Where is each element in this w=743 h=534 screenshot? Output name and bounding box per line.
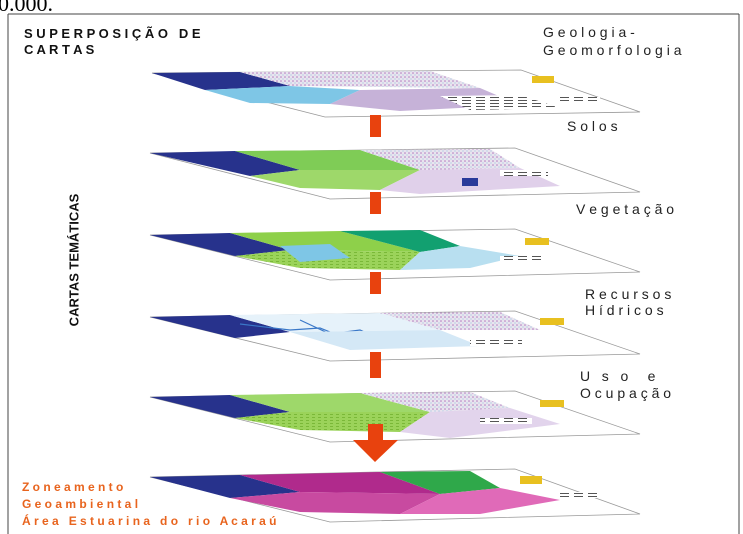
layer-label-vegetacao: V e g e t a ç ã o bbox=[576, 201, 675, 217]
connector-arrows bbox=[353, 115, 398, 462]
arrow-bar-4 bbox=[370, 352, 381, 378]
layer-label-solos: S o l o s bbox=[567, 118, 618, 134]
diagram-title-line1: S U P E R P O S I Ç Ã O D E bbox=[24, 26, 201, 41]
map-layer-uso-ocupacao bbox=[149, 390, 641, 443]
result-label-line2: G e o a m b i e n t a l bbox=[22, 497, 139, 511]
arrow-shaft bbox=[368, 424, 383, 440]
map-layer-zoneamento bbox=[149, 468, 641, 523]
layer-label-recursos-line1: R e c u r s o s bbox=[585, 286, 672, 302]
map-layer-vegetacao bbox=[149, 228, 641, 281]
result-label-line1: Z o n e a m e n t o bbox=[22, 480, 124, 494]
arrow-bar-1 bbox=[370, 115, 381, 137]
layer-label-geologia-line2: G e o m o r f o l o g i a bbox=[543, 42, 682, 58]
caption-fragment: 0.000. bbox=[0, 0, 53, 16]
layer-label-recursos-line2: H í d r i c o s bbox=[585, 302, 664, 318]
arrow-head bbox=[353, 440, 398, 462]
map-layer-geologia bbox=[151, 69, 641, 118]
map-layer-recursos-hidricos bbox=[149, 310, 641, 362]
diagram-title-line2: C A R T A S bbox=[24, 42, 95, 57]
map-layer-solos bbox=[149, 147, 641, 200]
arrow-bar-2 bbox=[370, 192, 381, 214]
layer-label-geologia-line1: G e o l o g i a - bbox=[543, 24, 635, 40]
arrow-bar-3 bbox=[370, 272, 381, 294]
result-label-line3: Á r e a E s t u a r i n a d o r i o A c … bbox=[22, 514, 277, 528]
layer-label-uso-line2: O c u p a ç ã o bbox=[580, 385, 672, 401]
layer-label-uso-line1: U s o e bbox=[580, 368, 656, 384]
side-label: CARTAS TEMÁTICAS bbox=[66, 193, 82, 327]
